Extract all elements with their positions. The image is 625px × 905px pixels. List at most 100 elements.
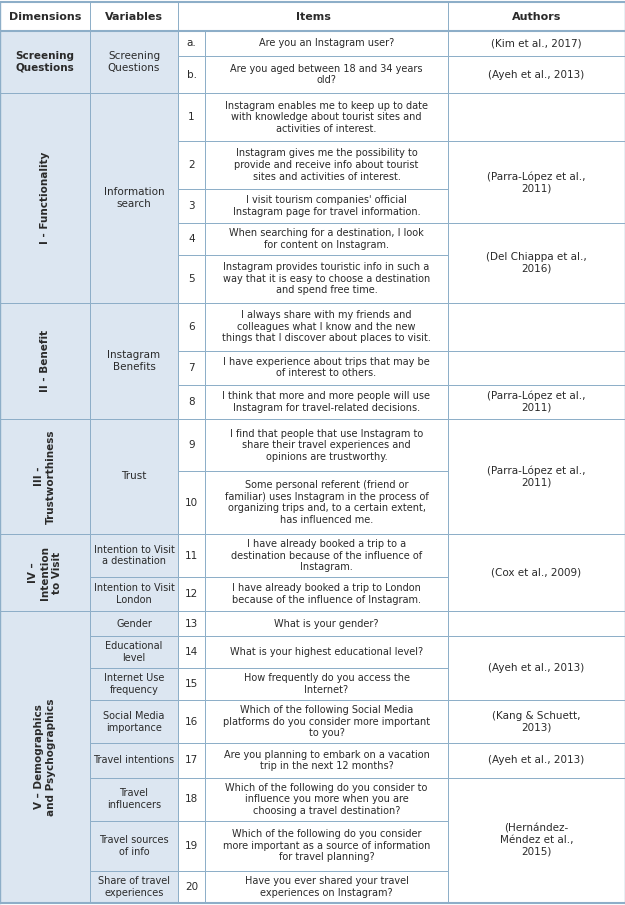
Bar [0, 93, 90, 303]
Text: 4: 4 [188, 234, 195, 244]
Bar [90, 777, 178, 821]
Bar [448, 31, 625, 56]
Bar [448, 777, 625, 902]
Text: Gender: Gender [116, 619, 152, 629]
Text: Screening
Questions: Screening Questions [16, 52, 74, 72]
Text: 6: 6 [188, 321, 195, 332]
Text: Travel intentions: Travel intentions [94, 756, 174, 766]
Text: Intention to Visit
London: Intention to Visit London [94, 584, 174, 605]
Bar [448, 385, 625, 419]
Bar [178, 3, 448, 31]
Text: III -
Trustworthiness: III - Trustworthiness [34, 429, 56, 524]
Text: IV –
Intention
to Visit: IV – Intention to Visit [28, 546, 62, 600]
Text: Trust: Trust [121, 472, 147, 481]
Text: Which of the following Social Media
platforms do you consider more important
to : Which of the following Social Media plat… [223, 705, 430, 738]
Text: Educational
level: Educational level [105, 642, 162, 663]
Text: (Del Chiappa et al.,
2016): (Del Chiappa et al., 2016) [486, 252, 587, 273]
Bar [205, 700, 448, 743]
Bar [90, 303, 178, 419]
Text: (Ayeh et al., 2013): (Ayeh et al., 2013) [488, 756, 584, 766]
Text: (Parra-López et al.,
2011): (Parra-López et al., 2011) [488, 465, 586, 488]
Text: When searching for a destination, I look
for content on Instagram.: When searching for a destination, I look… [229, 228, 424, 250]
Text: (Cox et al., 2009): (Cox et al., 2009) [491, 567, 581, 577]
Bar [205, 255, 448, 303]
Bar [178, 385, 205, 419]
Text: Share of travel
experiences: Share of travel experiences [98, 876, 170, 898]
Text: 16: 16 [185, 717, 198, 727]
Bar [178, 93, 205, 141]
Bar [90, 3, 178, 31]
Text: Instagram
Benefits: Instagram Benefits [107, 350, 161, 372]
Bar [448, 534, 625, 611]
Text: I think that more and more people will use
Instagram for travel-related decision: I think that more and more people will u… [222, 391, 431, 413]
Bar [0, 611, 90, 902]
Bar [0, 3, 90, 31]
Text: Are you planning to embark on a vacation
trip in the next 12 months?: Are you planning to embark on a vacation… [224, 749, 429, 771]
Text: Items: Items [296, 12, 331, 22]
Bar [90, 577, 178, 611]
Text: 2: 2 [188, 160, 195, 170]
Bar [178, 821, 205, 871]
Bar [90, 93, 178, 303]
Bar [90, 821, 178, 871]
Text: 19: 19 [185, 841, 198, 851]
Bar [178, 303, 205, 350]
Bar [90, 611, 178, 636]
Bar [448, 224, 625, 303]
Bar [178, 743, 205, 777]
Text: Are you an Instagram user?: Are you an Instagram user? [259, 38, 394, 48]
Text: 17: 17 [185, 756, 198, 766]
Text: I always share with my friends and
colleagues what I know and the new
things tha: I always share with my friends and colle… [222, 310, 431, 343]
Bar [178, 255, 205, 303]
Bar [178, 777, 205, 821]
Bar [448, 141, 625, 224]
Bar [90, 871, 178, 902]
Bar [178, 224, 205, 255]
Bar [205, 871, 448, 902]
Bar [205, 577, 448, 611]
Text: 15: 15 [185, 679, 198, 689]
Bar [178, 56, 205, 93]
Text: Travel
influencers: Travel influencers [107, 788, 161, 810]
Bar [90, 31, 178, 93]
Bar [178, 350, 205, 385]
Bar [205, 472, 448, 534]
Text: V – Demographics
and Psychographics: V – Demographics and Psychographics [34, 699, 56, 815]
Text: 11: 11 [185, 550, 198, 560]
Bar [178, 577, 205, 611]
Text: Instagram enables me to keep up to date
with knowledge about tourist sites and
a: Instagram enables me to keep up to date … [225, 100, 428, 134]
Bar [178, 419, 205, 472]
Bar [205, 419, 448, 472]
Text: 7: 7 [188, 363, 195, 373]
Bar [90, 534, 178, 577]
Bar [178, 871, 205, 902]
Text: I have already booked a trip to London
because of the influence of Instagram.: I have already booked a trip to London b… [232, 584, 421, 605]
Text: 20: 20 [185, 881, 198, 891]
Text: Instagram gives me the possibility to
provide and receive info about tourist
sit: Instagram gives me the possibility to pr… [234, 148, 419, 182]
Bar [0, 534, 90, 611]
Text: 3: 3 [188, 201, 195, 211]
Text: (Kang & Schuett,
2013): (Kang & Schuett, 2013) [492, 711, 581, 732]
Text: Which of the following do you consider
more important as a source of information: Which of the following do you consider m… [223, 829, 430, 862]
Bar [448, 350, 625, 385]
Bar [90, 636, 178, 668]
Text: How frequently do you access the
Internet?: How frequently do you access the Interne… [244, 673, 409, 695]
Text: a.: a. [187, 38, 196, 48]
Bar [178, 700, 205, 743]
Bar [90, 419, 178, 534]
Text: 13: 13 [185, 619, 198, 629]
Bar [205, 93, 448, 141]
Text: I visit tourism companies' official
Instagram page for travel information.: I visit tourism companies' official Inst… [232, 195, 420, 217]
Bar [448, 303, 625, 350]
Text: Are you aged between 18 and 34 years
old?: Are you aged between 18 and 34 years old… [230, 63, 422, 85]
Text: b.: b. [186, 70, 196, 80]
Text: What is your gender?: What is your gender? [274, 619, 379, 629]
Bar [205, 668, 448, 700]
Bar [205, 385, 448, 419]
Bar [205, 350, 448, 385]
Bar [178, 636, 205, 668]
Text: Instagram provides touristic info in such a
way that it is easy to choose a dest: Instagram provides touristic info in suc… [223, 262, 430, 296]
Text: 12: 12 [185, 589, 198, 599]
Text: Social Media
importance: Social Media importance [103, 711, 165, 732]
Bar [205, 56, 448, 93]
